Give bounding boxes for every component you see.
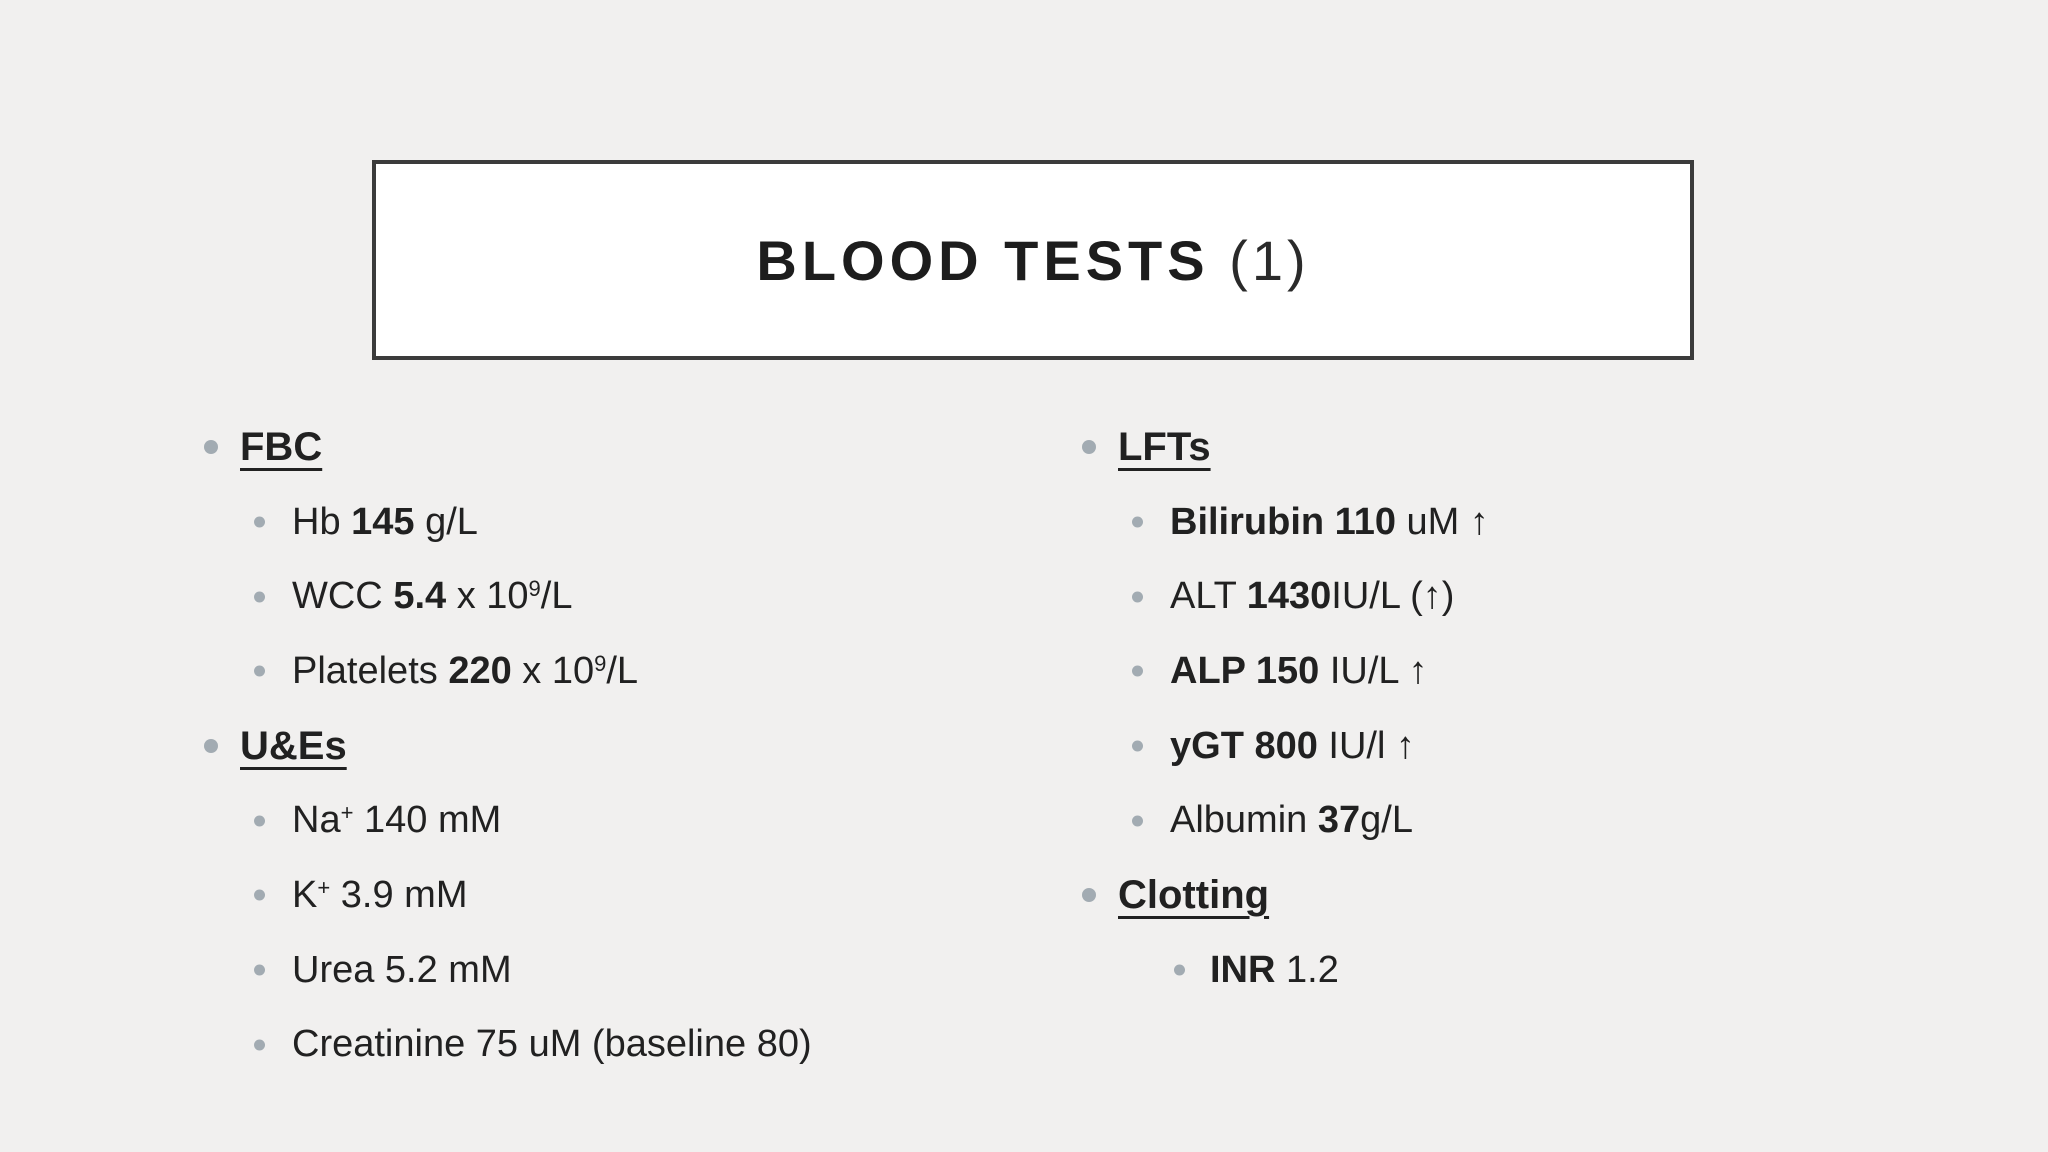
text-segment: Urea 5.2 mM [292, 948, 512, 991]
text-segment: 140 mM [353, 799, 502, 842]
bullet-icon [1174, 964, 1185, 976]
bullet-icon [1132, 815, 1143, 827]
bullet-header-item: Clotting [1082, 858, 1922, 933]
text-segment: Albumin [1170, 799, 1318, 842]
item-text: Albumin 37g/L [1082, 799, 1413, 842]
text-segment: uM ↑ [1395, 500, 1489, 543]
bullet-header-item: U&Es [204, 709, 1044, 784]
bullet-item: Albumin 37g/L [1082, 783, 1922, 858]
text-segment: FBC [240, 424, 323, 469]
text-segment: + [340, 800, 354, 826]
bullet-icon [1132, 665, 1143, 677]
bullet-item: ALP 150 IU/L ↑ [1082, 634, 1922, 709]
bullet-item: ALT 1430IU/L (↑) [1082, 559, 1922, 634]
text-segment: /L [606, 649, 639, 692]
item-text: Bilirubin 110 uM ↑ [1082, 501, 1489, 544]
bullet-icon [254, 889, 265, 901]
text-segment: 1430 [1246, 575, 1332, 618]
text-segment: ALP 150 [1170, 649, 1320, 692]
text-segment: Na [292, 799, 341, 842]
bullet-item: WCC 5.4 x 109/L [204, 559, 1044, 634]
item-text: U&Es [204, 724, 347, 769]
item-text: K+ 3.9 mM [204, 874, 467, 917]
text-segment: 3.9 mM [330, 873, 468, 916]
bullet-item: Urea 5.2 mM [204, 933, 1044, 1008]
text-segment: 220 [448, 649, 512, 692]
text-segment: Creatinine 75 uM (baseline 80) [292, 1023, 812, 1066]
right-column: LFTs Bilirubin 110 uM ↑ ALT 1430IU/L (↑) AL… [1082, 410, 1922, 1008]
bullet-header-item: LFTs [1082, 410, 1922, 485]
item-text: LFTs [1082, 425, 1211, 470]
text-segment: IU/L (↑) [1331, 575, 1455, 618]
bullet-icon [254, 516, 265, 528]
item-text: Urea 5.2 mM [204, 949, 512, 992]
bullet-icon [1082, 440, 1096, 455]
item-text: Platelets 220 x 109/L [204, 650, 638, 693]
bullet-icon [254, 964, 265, 976]
text-segment: + [317, 874, 331, 900]
item-text: Clotting [1082, 873, 1269, 918]
item-text: INR 1.2 [1082, 949, 1339, 992]
text-segment: IU/L ↑ [1319, 649, 1428, 692]
text-segment: yGT 800 [1170, 724, 1318, 767]
item-text: Na+ 140 mM [204, 799, 501, 842]
text-segment: Bilirubin 110 [1170, 500, 1396, 543]
bullet-icon [254, 591, 265, 603]
text-segment: x 10 [446, 575, 529, 618]
bullet-icon [1132, 516, 1143, 528]
left-column: FBC Hb 145 g/L WCC 5.4 x 109/L Platelets 22… [204, 410, 1044, 1082]
text-segment: 37 [1317, 799, 1361, 842]
item-text: ALT 1430IU/L (↑) [1082, 575, 1454, 618]
bullet-item: Hb 145 g/L [204, 485, 1044, 560]
text-segment: Clotting [1118, 872, 1270, 917]
text-segment: Platelets [292, 649, 449, 692]
bullet-icon [254, 815, 265, 827]
text-segment: /L [540, 575, 573, 618]
bullet-item: Platelets 220 x 109/L [204, 634, 1044, 709]
slide-title-main: BLOOD TESTS [756, 228, 1210, 292]
item-text: yGT 800 IU/l ↑ [1082, 725, 1415, 768]
item-text: Creatinine 75 uM (baseline 80) [204, 1023, 812, 1066]
bullet-item: Creatinine 75 uM (baseline 80) [204, 1008, 1044, 1083]
slide-title-suffix: (1) [1209, 228, 1310, 292]
bullet-header-item: FBC [204, 410, 1044, 485]
text-segment: x 10 [511, 649, 595, 692]
text-segment: 9 [528, 576, 541, 602]
text-segment: 5.4 [393, 575, 447, 618]
text-segment: INR [1210, 948, 1276, 991]
title-box: BLOOD TESTS (1) [372, 160, 1694, 360]
slide-title: BLOOD TESTS (1) [756, 228, 1309, 293]
item-text: ALP 150 IU/L ↑ [1082, 650, 1428, 693]
text-segment: K [292, 873, 318, 916]
bullet-icon [1132, 740, 1143, 752]
item-text: FBC [204, 425, 322, 470]
text-segment: 1.2 [1275, 948, 1339, 991]
text-segment: g/L [414, 500, 478, 543]
text-segment: g/L [1360, 799, 1413, 842]
text-segment: 145 [351, 500, 415, 543]
text-segment: WCC [292, 575, 394, 618]
text-segment: Hb [292, 500, 352, 543]
bullet-icon [204, 739, 218, 754]
bullet-item: INR 1.2 [1082, 933, 1922, 1008]
item-text: WCC 5.4 x 109/L [204, 575, 573, 618]
bullet-icon [1132, 591, 1143, 603]
bullet-item: yGT 800 IU/l ↑ [1082, 709, 1922, 784]
bullet-item: Bilirubin 110 uM ↑ [1082, 485, 1922, 560]
text-segment: U&Es [240, 723, 347, 768]
text-segment: ALT [1170, 575, 1247, 618]
bullet-icon [254, 665, 265, 677]
bullet-item: K+ 3.9 mM [204, 858, 1044, 933]
text-segment: LFTs [1118, 424, 1211, 469]
bullet-icon [254, 1039, 265, 1051]
item-text: Hb 145 g/L [204, 501, 478, 544]
bullet-item: Na+ 140 mM [204, 783, 1044, 858]
text-segment: 9 [594, 650, 607, 676]
bullet-icon [204, 440, 218, 455]
bullet-icon [1082, 888, 1096, 903]
text-segment: IU/l ↑ [1317, 724, 1415, 767]
